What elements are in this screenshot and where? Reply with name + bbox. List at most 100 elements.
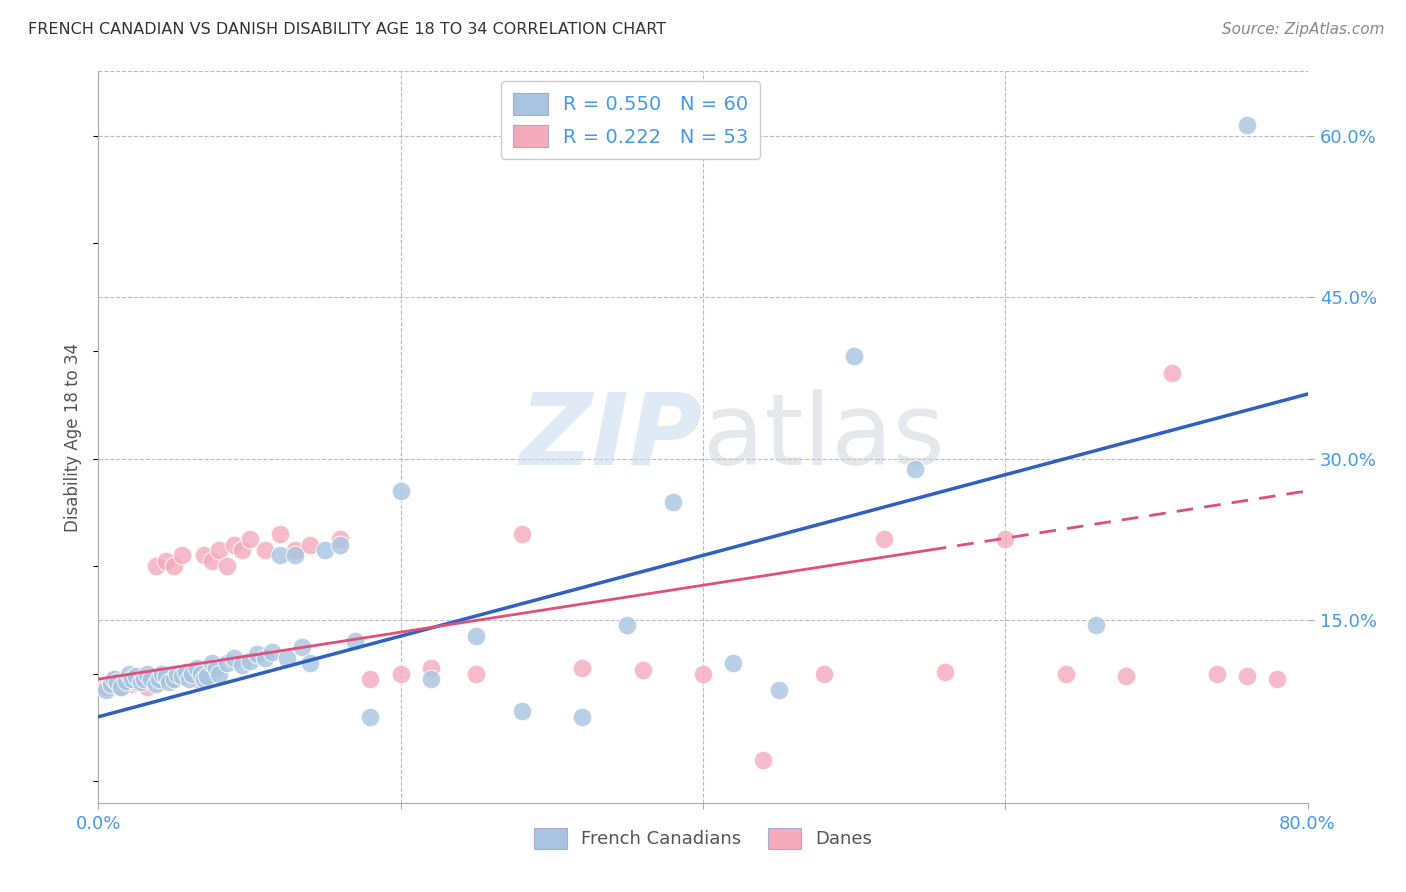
Point	[692, 666, 714, 681]
Y-axis label: Disability Age 18 to 34: Disability Age 18 to 34	[65, 343, 83, 532]
Point	[193, 549, 215, 563]
Point	[121, 672, 143, 686]
Legend: French Canadians, Danes: French Canadians, Danes	[527, 821, 879, 856]
Point	[631, 664, 654, 678]
Point	[163, 672, 186, 686]
Point	[616, 618, 638, 632]
Point	[150, 669, 173, 683]
Point	[125, 669, 148, 683]
Point	[114, 674, 136, 689]
Point	[141, 672, 163, 686]
Point	[284, 543, 307, 558]
Point	[100, 675, 122, 690]
Point	[193, 672, 215, 686]
Point	[186, 672, 208, 686]
Point	[215, 656, 238, 670]
Point	[186, 661, 208, 675]
Point	[129, 675, 152, 690]
Point	[174, 665, 197, 679]
Point	[155, 554, 177, 568]
Point	[190, 666, 212, 681]
Point	[420, 672, 443, 686]
Point	[360, 710, 382, 724]
Point	[110, 680, 132, 694]
Point	[262, 645, 284, 659]
Point	[110, 680, 132, 694]
Point	[465, 666, 488, 681]
Point	[269, 549, 291, 563]
Point	[118, 666, 141, 681]
Point	[94, 680, 117, 694]
Point	[103, 672, 125, 686]
Point	[94, 682, 117, 697]
Point	[314, 543, 336, 558]
Point	[873, 533, 896, 547]
Point	[129, 672, 152, 686]
Point	[132, 675, 155, 690]
Point	[135, 666, 157, 681]
Point	[208, 543, 231, 558]
Point	[201, 656, 224, 670]
Text: atlas: atlas	[703, 389, 945, 485]
Point	[105, 675, 128, 690]
Point	[170, 669, 193, 683]
Point	[125, 675, 148, 690]
Point	[465, 629, 488, 643]
Point	[121, 677, 143, 691]
Point	[1267, 672, 1289, 686]
Point	[100, 677, 122, 691]
Point	[145, 677, 167, 691]
Point	[844, 350, 866, 364]
Point	[159, 675, 181, 690]
Point	[246, 648, 269, 662]
Point	[284, 549, 307, 563]
Point	[329, 533, 352, 547]
Point	[344, 634, 367, 648]
Point	[360, 672, 382, 686]
Point	[299, 656, 322, 670]
Point	[934, 665, 956, 679]
Text: ZIP: ZIP	[520, 389, 703, 485]
Point	[510, 527, 533, 541]
Point	[195, 669, 218, 683]
Text: FRENCH CANADIAN VS DANISH DISABILITY AGE 18 TO 34 CORRELATION CHART: FRENCH CANADIAN VS DANISH DISABILITY AGE…	[28, 22, 666, 37]
Point	[166, 666, 188, 681]
Point	[269, 527, 291, 541]
Point	[150, 666, 173, 681]
Point	[239, 533, 262, 547]
Point	[994, 533, 1017, 547]
Point	[179, 672, 201, 686]
Point	[170, 549, 193, 563]
Point	[155, 669, 177, 683]
Point	[201, 554, 224, 568]
Point	[276, 650, 298, 665]
Point	[239, 654, 262, 668]
Point	[224, 538, 246, 552]
Point	[813, 666, 835, 681]
Point	[291, 640, 314, 654]
Point	[571, 661, 593, 675]
Point	[141, 672, 163, 686]
Point	[389, 483, 412, 498]
Point	[231, 658, 253, 673]
Point	[420, 661, 443, 675]
Point	[571, 710, 593, 724]
Point	[904, 462, 927, 476]
Point	[1115, 669, 1137, 683]
Point	[253, 543, 276, 558]
Point	[114, 675, 136, 690]
Text: Source: ZipAtlas.com: Source: ZipAtlas.com	[1222, 22, 1385, 37]
Point	[103, 672, 125, 686]
Point	[752, 753, 775, 767]
Point	[231, 543, 253, 558]
Point	[148, 675, 170, 690]
Point	[253, 650, 276, 665]
Point	[1236, 669, 1258, 683]
Point	[148, 672, 170, 686]
Point	[1160, 366, 1182, 380]
Point	[1054, 666, 1077, 681]
Point	[118, 672, 141, 686]
Point	[329, 538, 352, 552]
Point	[510, 705, 533, 719]
Point	[205, 661, 228, 675]
